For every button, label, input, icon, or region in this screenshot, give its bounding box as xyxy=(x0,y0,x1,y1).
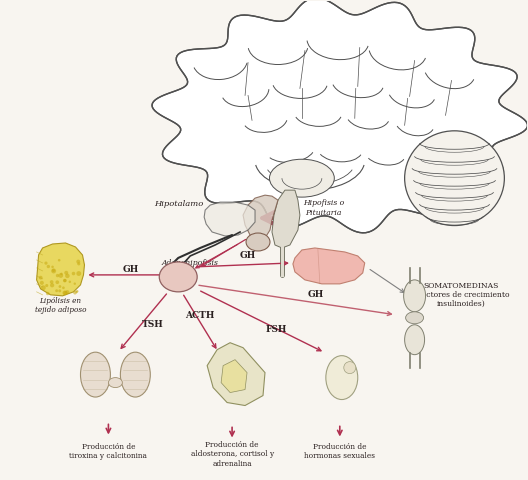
Circle shape xyxy=(65,290,69,294)
Text: Lipólisis en
tejido adiposo: Lipólisis en tejido adiposo xyxy=(35,297,86,314)
Ellipse shape xyxy=(108,378,122,387)
Ellipse shape xyxy=(403,280,426,312)
Text: Producción de
aldosterona, cortisol y
adrenalina: Producción de aldosterona, cortisol y ad… xyxy=(191,441,274,468)
Polygon shape xyxy=(243,195,278,240)
Text: TSH: TSH xyxy=(142,320,163,329)
Circle shape xyxy=(63,279,67,282)
Text: SOMATOMEDINAS
(Factores de crecimiento
insulinoides): SOMATOMEDINAS (Factores de crecimiento i… xyxy=(414,282,509,308)
Ellipse shape xyxy=(406,312,423,324)
Text: GH: GH xyxy=(122,265,138,275)
Circle shape xyxy=(76,291,78,293)
Text: Hipofisis o
Pituitaria: Hipofisis o Pituitaria xyxy=(303,200,344,216)
Circle shape xyxy=(46,265,50,268)
Circle shape xyxy=(73,291,77,295)
Ellipse shape xyxy=(80,352,110,397)
Circle shape xyxy=(59,285,61,288)
Circle shape xyxy=(58,259,61,262)
Circle shape xyxy=(63,291,68,295)
Circle shape xyxy=(51,268,56,274)
Text: GH: GH xyxy=(308,290,324,300)
Polygon shape xyxy=(204,202,255,236)
Polygon shape xyxy=(152,0,527,233)
Circle shape xyxy=(62,287,65,289)
Ellipse shape xyxy=(246,233,270,251)
Circle shape xyxy=(41,285,46,290)
Circle shape xyxy=(50,280,53,284)
Circle shape xyxy=(76,290,79,292)
Circle shape xyxy=(46,292,50,295)
Polygon shape xyxy=(36,243,84,296)
Circle shape xyxy=(55,289,58,292)
Ellipse shape xyxy=(404,131,504,226)
Text: GH: GH xyxy=(240,252,256,261)
Polygon shape xyxy=(272,190,300,248)
Ellipse shape xyxy=(269,159,334,197)
Circle shape xyxy=(40,281,44,285)
Polygon shape xyxy=(293,248,365,284)
Circle shape xyxy=(73,282,76,285)
Circle shape xyxy=(63,279,67,282)
Circle shape xyxy=(64,271,68,275)
Text: ACTH: ACTH xyxy=(185,312,215,320)
Circle shape xyxy=(62,290,67,295)
Circle shape xyxy=(51,265,54,268)
Circle shape xyxy=(77,271,81,276)
Text: FSH: FSH xyxy=(265,325,287,334)
Circle shape xyxy=(77,262,80,265)
Circle shape xyxy=(344,361,356,373)
Ellipse shape xyxy=(120,352,150,397)
Circle shape xyxy=(58,289,61,292)
Circle shape xyxy=(65,274,70,278)
Circle shape xyxy=(50,283,54,288)
Circle shape xyxy=(44,262,48,264)
Circle shape xyxy=(56,274,59,277)
Text: Adenohipofisis: Adenohipofisis xyxy=(162,259,219,267)
Circle shape xyxy=(60,273,63,275)
Circle shape xyxy=(52,269,55,272)
Text: Producción de
hormonas sexuales: Producción de hormonas sexuales xyxy=(304,443,375,460)
Ellipse shape xyxy=(404,325,425,355)
Text: Hipotalamo: Hipotalamo xyxy=(154,200,203,208)
Polygon shape xyxy=(207,343,265,406)
Polygon shape xyxy=(152,0,527,233)
Ellipse shape xyxy=(326,356,358,399)
Circle shape xyxy=(39,276,43,279)
Circle shape xyxy=(77,260,80,264)
Circle shape xyxy=(59,273,63,278)
Circle shape xyxy=(45,284,48,287)
Circle shape xyxy=(72,272,76,276)
Circle shape xyxy=(69,280,71,283)
Ellipse shape xyxy=(159,262,197,292)
Text: Producción de
tiroxina y calcitonina: Producción de tiroxina y calcitonina xyxy=(70,443,147,460)
Polygon shape xyxy=(221,360,247,393)
Circle shape xyxy=(55,280,59,284)
